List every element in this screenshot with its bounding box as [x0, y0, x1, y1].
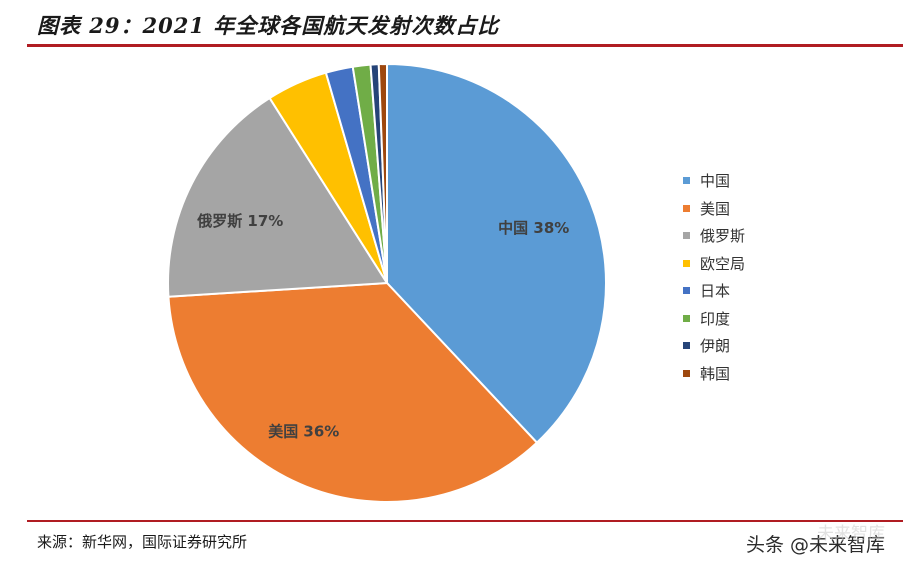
legend-swatch: [683, 342, 690, 350]
legend-label: 印度: [700, 309, 731, 328]
legend-swatch: [683, 314, 690, 322]
legend-swatch: [683, 259, 690, 267]
legend-item: 欧空局: [683, 250, 745, 278]
legend-item: 韩国: [683, 360, 745, 388]
legend-swatch: [683, 232, 690, 240]
watermark-ghost: 未来智库: [817, 524, 885, 544]
legend-swatch: [683, 369, 690, 377]
legend-item: 美国: [683, 195, 745, 223]
pie-slice: [386, 62, 607, 445]
legend-label: 韩国: [700, 364, 731, 383]
slice-data-label: 美国 36%: [268, 422, 339, 440]
legend-label: 欧空局: [700, 254, 746, 273]
legend-item: 俄罗斯: [683, 222, 745, 250]
chart-title: 图表 29：2021 年全球各国航天发射次数占比: [37, 13, 500, 38]
pie-slice: [167, 281, 539, 503]
legend-label: 日本: [700, 282, 731, 301]
legend-swatch: [683, 177, 690, 185]
legend-item: 伊朗: [683, 332, 745, 360]
legend-label: 美国: [700, 199, 731, 218]
pie-slice: [167, 96, 389, 298]
watermark: 未来智库 头条 @未来智库: [745, 524, 885, 557]
source-note: 来源：新华网，国际证券研究所: [37, 533, 248, 551]
legend-swatch: [683, 287, 690, 295]
bottom-divider: [27, 520, 903, 522]
legend-item: 日本: [683, 277, 745, 305]
top-divider: [27, 44, 903, 47]
legend-swatch: [683, 204, 690, 212]
legend-item: 中国: [683, 167, 745, 195]
watermark-text: 头条 @未来智库: [745, 534, 885, 556]
legend-label: 伊朗: [700, 337, 731, 356]
slice-data-label: 中国 38%: [498, 219, 569, 237]
slice-data-label: 俄罗斯 17%: [196, 212, 283, 230]
legend-label: 中国: [700, 172, 731, 191]
legend-label: 俄罗斯: [700, 227, 746, 246]
legend-item: 印度: [683, 305, 745, 333]
pie-slice: [377, 62, 388, 284]
chart-legend: 中国美国俄罗斯欧空局日本印度伊朗韩国: [683, 167, 745, 387]
